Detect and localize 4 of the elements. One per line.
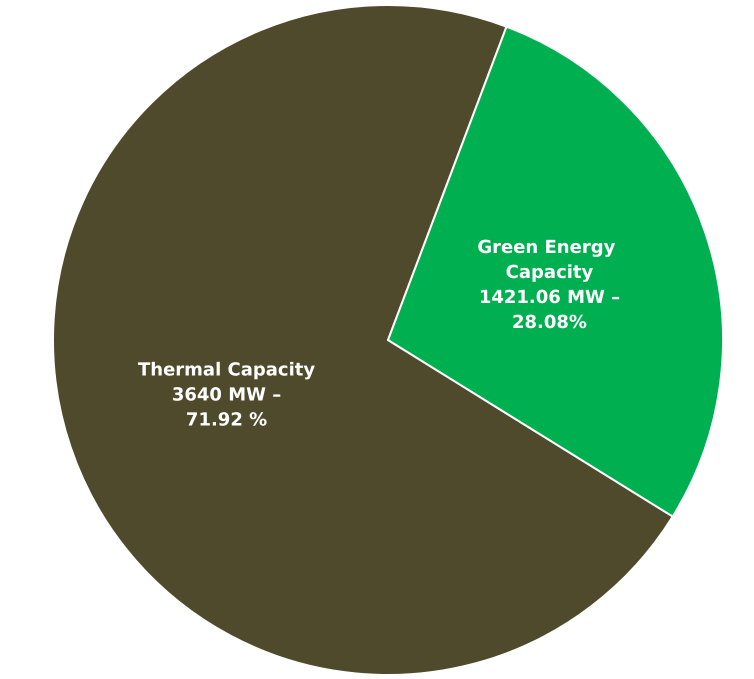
slice-label: Green Energy Capacity	[477, 237, 622, 284]
data-label: 3640 MW – 71.92 %	[172, 384, 282, 430]
data-label: 1421.06 MW – 28.08%	[478, 287, 620, 334]
slice-label: Thermal Capacity	[138, 359, 316, 380]
